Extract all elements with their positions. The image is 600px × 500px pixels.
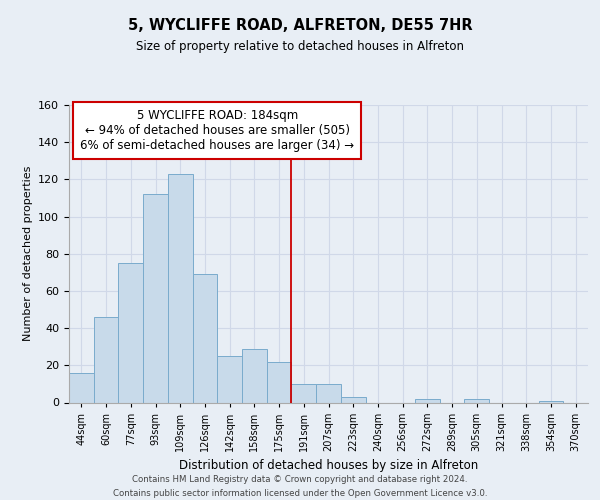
Bar	[118, 263, 143, 402]
Text: 5, WYCLIFFE ROAD, ALFRETON, DE55 7HR: 5, WYCLIFFE ROAD, ALFRETON, DE55 7HR	[128, 18, 472, 32]
Bar	[267, 362, 292, 403]
Bar	[316, 384, 341, 402]
Bar	[168, 174, 193, 402]
Bar	[193, 274, 217, 402]
Bar	[69, 373, 94, 402]
Bar	[143, 194, 168, 402]
Bar	[94, 317, 118, 402]
Text: Size of property relative to detached houses in Alfreton: Size of property relative to detached ho…	[136, 40, 464, 53]
X-axis label: Distribution of detached houses by size in Alfreton: Distribution of detached houses by size …	[179, 460, 478, 472]
Bar	[464, 399, 489, 402]
Bar	[415, 399, 440, 402]
Bar	[242, 348, 267, 403]
Bar	[341, 397, 365, 402]
Bar	[217, 356, 242, 403]
Text: 5 WYCLIFFE ROAD: 184sqm
← 94% of detached houses are smaller (505)
6% of semi-de: 5 WYCLIFFE ROAD: 184sqm ← 94% of detache…	[80, 108, 355, 152]
Bar	[292, 384, 316, 402]
Y-axis label: Number of detached properties: Number of detached properties	[23, 166, 32, 342]
Bar	[539, 400, 563, 402]
Text: Contains HM Land Registry data © Crown copyright and database right 2024.
Contai: Contains HM Land Registry data © Crown c…	[113, 476, 487, 498]
